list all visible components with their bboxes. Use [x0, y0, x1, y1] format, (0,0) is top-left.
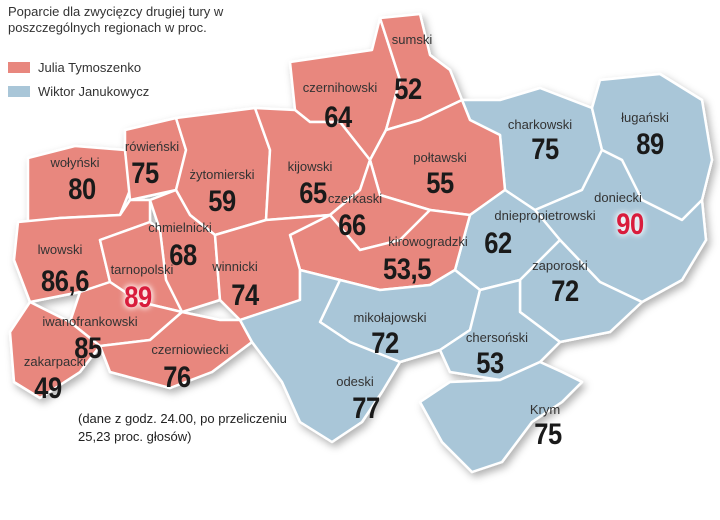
region-value: 72: [551, 275, 579, 308]
region-value: 49: [34, 372, 62, 405]
region-value: 80: [68, 173, 96, 206]
region-name: czernihowski: [302, 80, 378, 95]
region-odeski: [238, 268, 402, 444]
region-value-wrap: 68: [167, 241, 199, 271]
region-value-wrap: 72: [369, 329, 401, 359]
region-value-wrap: 53: [474, 349, 506, 379]
legend-swatch-tymoszenko: [8, 62, 30, 73]
region-value: 53,5: [383, 253, 431, 286]
region-name: odeski: [336, 374, 374, 389]
region-name: czerkaski: [327, 191, 383, 206]
region-name: doniecki: [594, 190, 642, 205]
region-value-wrap: 62: [482, 229, 514, 259]
region-value-wrap: 55: [424, 169, 456, 199]
region-value-wrap: 66: [336, 211, 368, 241]
region-value: 68: [169, 239, 197, 272]
region-name: Krym: [529, 402, 561, 417]
region-name: ługański: [621, 110, 669, 125]
region-value-wrap: 49: [32, 374, 64, 404]
region-value-wrap: 64: [322, 103, 354, 133]
note-line-1: (dane z godz. 24.00, po przeliczeniu: [78, 411, 287, 426]
region-name: chmielnicki: [148, 220, 212, 235]
region-name: połtawski: [413, 150, 467, 165]
region-value-wrap: 77: [350, 394, 382, 424]
region-name: charkowski: [507, 117, 573, 132]
region-name: dniepropietrowski: [494, 208, 596, 223]
legend-label: Wiktor Janukowycz: [38, 84, 150, 99]
region-name: żytomierski: [189, 167, 255, 182]
region-value-wrap: 75: [532, 420, 564, 450]
region-zakarpacki: [8, 300, 102, 400]
region-name: chersoński: [465, 330, 529, 345]
region-chersoński: [438, 278, 562, 382]
note-line-2: 25,23 proc. głosów): [78, 429, 192, 444]
region-value: 65: [299, 177, 327, 210]
region-value: 55: [426, 167, 454, 200]
region-value: 90: [616, 208, 644, 241]
region-value-wrap: 86,6: [37, 267, 93, 297]
region-value: 64: [324, 101, 352, 134]
region-czerniowiecki: [98, 310, 254, 390]
region-krym: [418, 360, 584, 474]
legend-item-tymoszenko: Julia Tymoszenko: [8, 60, 141, 75]
region-value-wrap: 89: [122, 283, 154, 313]
region-value-wrap: 65: [297, 179, 329, 209]
data-note: (dane z godz. 24.00, po przeliczeniu 25,…: [78, 410, 287, 446]
region-value-wrap: 80: [66, 175, 98, 205]
region-value: 75: [531, 133, 559, 166]
region-value: 77: [352, 392, 380, 425]
region-value: 66: [338, 209, 366, 242]
region-value: 75: [131, 157, 159, 190]
region-value: 89: [636, 128, 664, 161]
region-value-wrap: 89: [634, 130, 666, 160]
region-value: 86,6: [41, 265, 89, 298]
region-value: 74: [231, 279, 259, 312]
region-name: wołyński: [50, 155, 100, 170]
map-title: Poparcie dla zwycięzcy drugiej tury w po…: [8, 4, 224, 35]
region-name: tarnopolski: [110, 262, 174, 277]
region-name: lwowski: [37, 242, 83, 257]
region-name: kirowogradzki: [388, 234, 468, 249]
region-value: 76: [163, 361, 191, 394]
legend-item-janukowycz: Wiktor Janukowycz: [8, 84, 149, 99]
region-value: 72: [371, 327, 399, 360]
region-value-wrap: 75: [129, 159, 161, 189]
region-value-wrap: 74: [229, 281, 261, 311]
region-value-wrap: 90: [614, 210, 646, 240]
region-value-wrap: 72: [549, 277, 581, 307]
region-value-wrap: 52: [392, 75, 424, 105]
region-name: czerniowiecki: [151, 342, 229, 357]
region-value: 52: [394, 73, 422, 106]
region-value-wrap: 53,5: [379, 255, 435, 285]
region-name: mikołajowski: [353, 310, 427, 325]
region-name: zakarpacki: [23, 354, 87, 369]
region-name: kijowski: [287, 159, 333, 174]
region-value: 75: [534, 418, 562, 451]
region-value: 53: [476, 347, 504, 380]
region-name: sumski: [391, 32, 433, 47]
region-name: iwanofrankowski: [42, 314, 138, 329]
region-value-wrap: 59: [206, 187, 238, 217]
region-value-wrap: 75: [529, 135, 561, 165]
region-value-wrap: 76: [161, 363, 193, 393]
legend-swatch-janukowycz: [8, 86, 30, 97]
region-value-wrap: 85: [72, 334, 104, 364]
region-name: winnicki: [212, 259, 258, 274]
region-name: rówieński: [124, 139, 180, 154]
legend-label: Julia Tymoszenko: [38, 60, 142, 75]
region-name: zaporoski: [532, 258, 588, 273]
region-value: 59: [208, 185, 236, 218]
region-value: 62: [484, 227, 512, 260]
region-value: 85: [74, 332, 102, 365]
region-value: 89: [124, 281, 152, 314]
